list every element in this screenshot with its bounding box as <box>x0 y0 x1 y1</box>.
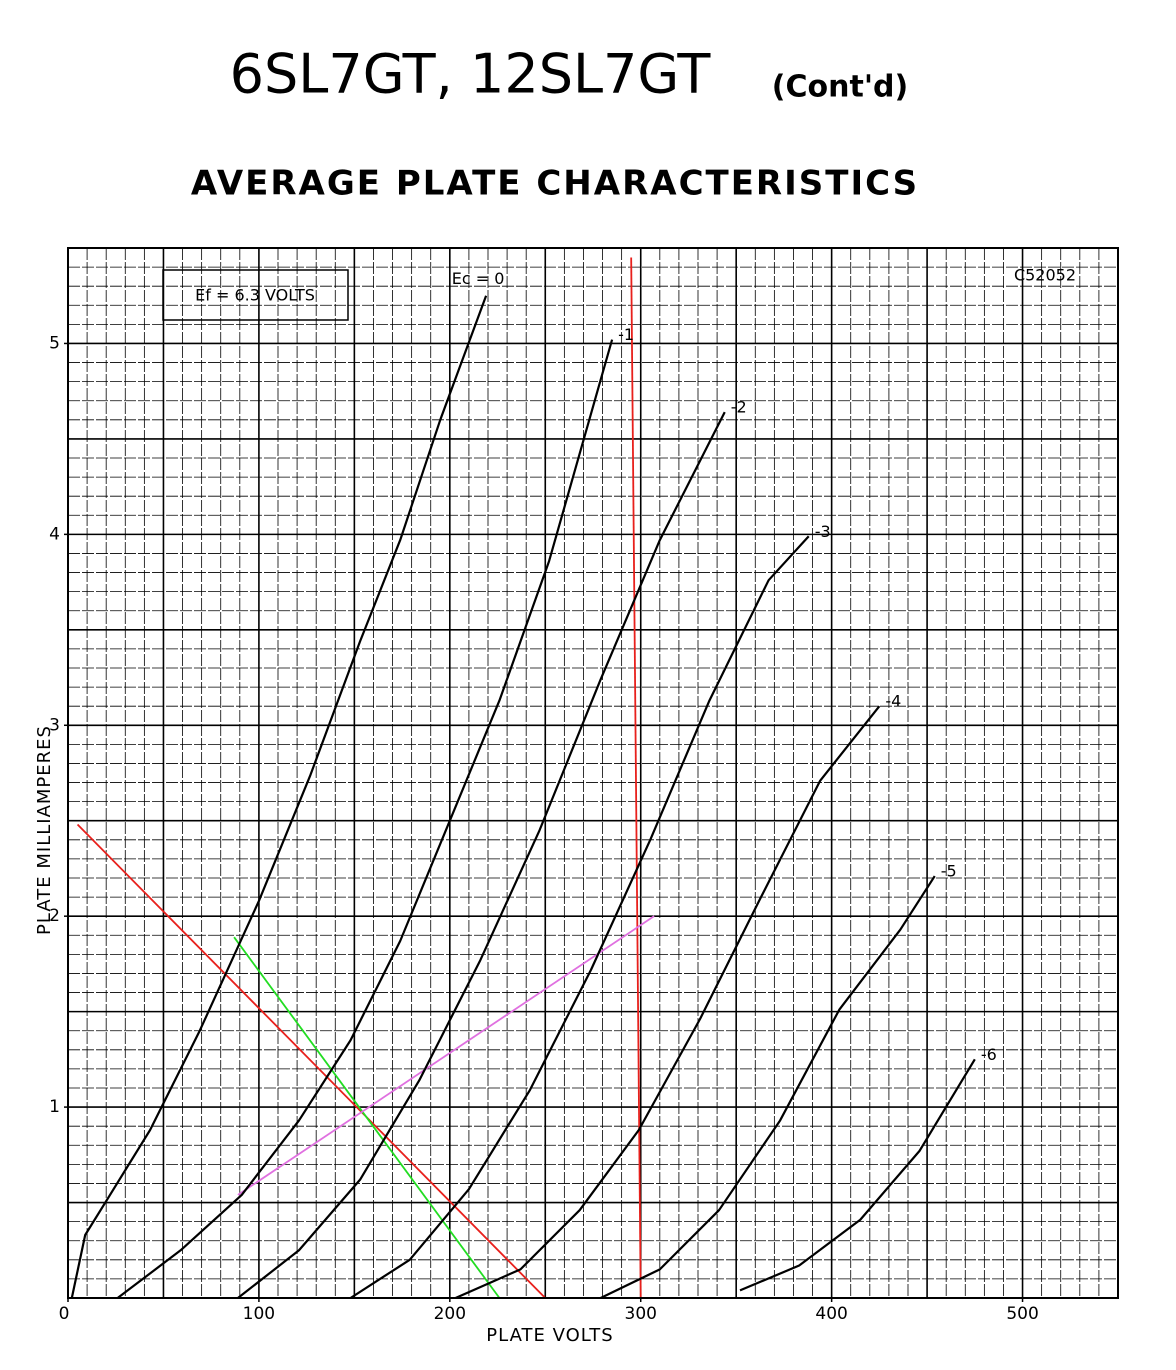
title-suffix: (Cont'd) <box>772 70 908 105</box>
load-line <box>233 936 501 1299</box>
plate-curve <box>600 875 936 1299</box>
note-box <box>162 269 349 321</box>
load-line <box>76 823 546 1299</box>
y-axis-label: PLATE MILLIAMPERES <box>34 725 55 935</box>
series-label: -6 <box>981 1045 997 1064</box>
y-tick-label: 3 <box>49 715 60 735</box>
series-label: -4 <box>885 692 901 711</box>
y-tick-label: 4 <box>49 524 60 544</box>
plate-curve <box>116 339 614 1299</box>
plot-frame <box>67 247 1119 1299</box>
x-tick-label: 500 <box>1006 1304 1038 1324</box>
plate-curve <box>70 295 488 1299</box>
series-label: -5 <box>941 862 957 881</box>
x-tick-label: 400 <box>815 1304 847 1324</box>
y-tick-label: 1 <box>49 1097 60 1117</box>
x-tick-label: 200 <box>434 1304 466 1324</box>
series-label: -3 <box>815 522 831 541</box>
y-tick-label: 2 <box>49 906 60 926</box>
plate-curve <box>237 411 726 1299</box>
load-line <box>630 257 642 1299</box>
x-axis-label: PLATE VOLTS <box>486 1325 613 1346</box>
filament-note: Ef = 6.3 VOLTS <box>195 286 315 305</box>
series-label: -2 <box>731 398 747 417</box>
chart-subtitle: AVERAGE PLATE CHARACTERISTICS <box>191 164 919 204</box>
plate-curve <box>349 535 810 1299</box>
series-label: -1 <box>618 325 634 344</box>
plate-curve <box>455 705 881 1300</box>
series-label: Ec = 0 <box>452 269 505 288</box>
plate-curve <box>739 1058 976 1292</box>
y-tick-label: 5 <box>49 333 60 353</box>
chart-title: 6SL7GT, 12SL7GT <box>230 43 712 106</box>
x-tick-label: 0 <box>59 1304 70 1324</box>
x-tick-label: 100 <box>243 1304 275 1324</box>
x-tick-label: 300 <box>625 1304 657 1324</box>
load-line <box>237 915 655 1196</box>
